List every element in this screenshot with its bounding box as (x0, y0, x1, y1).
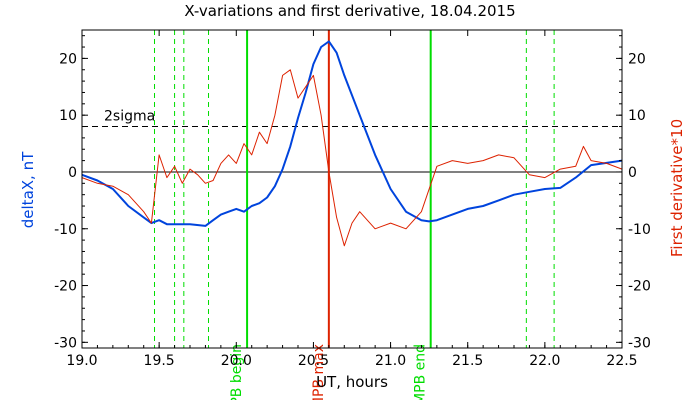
y-right-tick-label: 20 (628, 51, 646, 67)
x-tick-label: 19.0 (66, 353, 97, 369)
y-axis-right-label: First derivative*10 (668, 119, 686, 257)
marker-label: MPB end (413, 344, 429, 400)
x-tick-label: 20.5 (298, 353, 329, 369)
marker-label: MPB max (311, 344, 327, 400)
reference-lines: 2sigma (82, 109, 622, 173)
x-tick-label: 22.5 (606, 353, 637, 369)
x-axis-label: UT, hours (316, 373, 388, 391)
series-line-deltaX (81, 40, 623, 227)
y-left-tick-label: -10 (54, 222, 77, 238)
data-series (81, 40, 623, 247)
series-line-derivative (81, 69, 623, 247)
y-left-tick-label: 10 (59, 108, 77, 124)
threshold-label: 2sigma (104, 109, 155, 125)
x-tick-label: 20.0 (221, 353, 252, 369)
y-left-tick-label: 0 (68, 165, 77, 181)
chart-title: X-variations and first derivative, 18.04… (184, 2, 515, 20)
marker-label: MPB begin (229, 344, 245, 400)
y-right-tick-label: -20 (628, 279, 651, 295)
x-tick-label: 21.0 (375, 353, 406, 369)
y-axis-left-label: deltaX, nT (19, 151, 37, 228)
plot-frame (81, 29, 623, 349)
x-tick-label: 22.0 (529, 353, 560, 369)
y-right-tick-label: -10 (628, 222, 651, 238)
y-left-tick-label: 20 (59, 51, 77, 67)
y-left-tick-label: -30 (54, 335, 77, 351)
x-tick-label: 21.5 (452, 353, 483, 369)
event-markers: MPB begin MPB max MPB end (154, 30, 555, 400)
y-left-tick-label: -20 (54, 279, 77, 295)
x-tick-label: 19.5 (144, 353, 175, 369)
axis-ticks: 19.0 19.5 20.0 20.5 21.0 21.5 22.0 22.5 -30 -20 -1… (54, 30, 651, 369)
y-right-tick-label: 10 (628, 108, 646, 124)
y-right-tick-label: -30 (628, 335, 651, 351)
y-right-tick-label: 0 (628, 165, 637, 181)
